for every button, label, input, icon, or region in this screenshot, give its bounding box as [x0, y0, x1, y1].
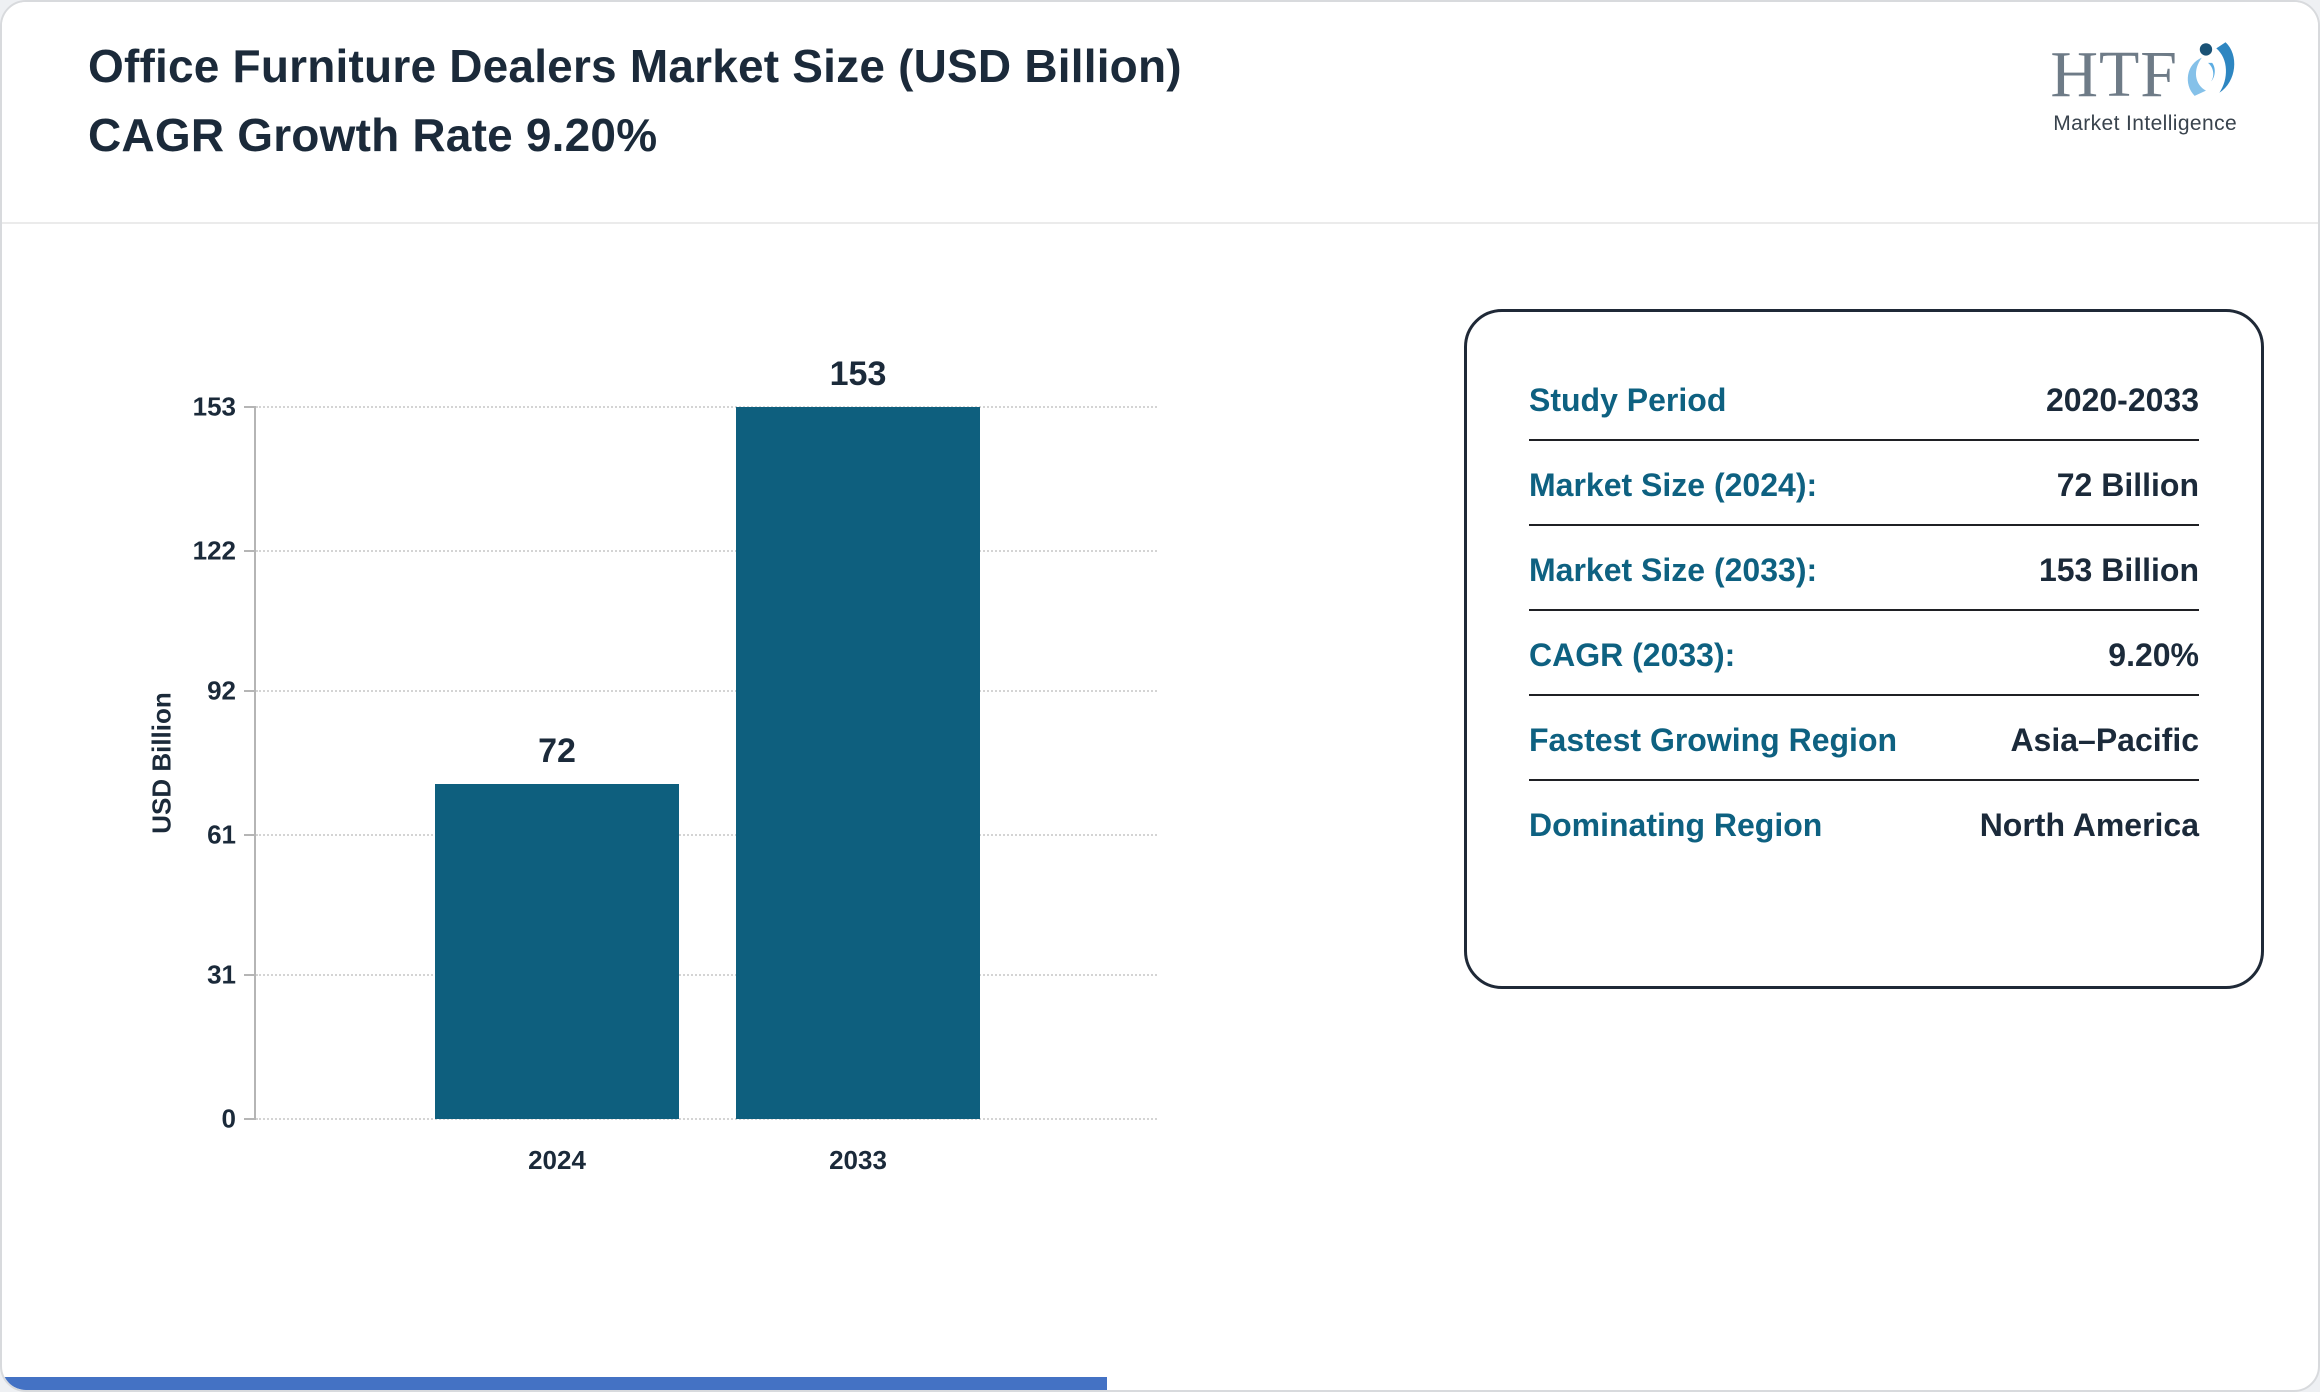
gridline	[256, 550, 1157, 553]
y-axis-tick-label: 0	[221, 1103, 236, 1134]
y-axis-tick-label: 31	[207, 959, 236, 990]
info-row-value: 153 Billion	[2038, 552, 2199, 588]
page-title: Office Furniture Dealers Market Size (US…	[88, 40, 1182, 161]
info-row-label: Study Period	[1529, 382, 1727, 418]
bar-2024	[435, 783, 679, 1119]
info-row: Fastest Growing Region Asia–Pacific	[1529, 696, 2199, 781]
htf-logo-swirl-icon	[2174, 36, 2240, 107]
htf-logo-subtext: Market Intelligence	[2053, 112, 2238, 135]
htf-logo: HTF Market Intelligence	[2050, 42, 2240, 136]
htf-logo-text: HTF	[2050, 38, 2178, 111]
y-axis-tick	[244, 550, 256, 553]
bar-2033	[736, 407, 980, 1119]
info-row-label: Fastest Growing Region	[1529, 722, 1898, 758]
gridline	[256, 973, 1157, 976]
y-axis-title: USD Billion	[146, 692, 177, 834]
bar-value-label: 72	[538, 731, 576, 770]
info-card: Study Period 2020-2033 Market Size (2024):…	[1464, 309, 2264, 989]
gridline	[256, 1118, 1157, 1120]
y-axis-tick-label: 92	[207, 675, 236, 706]
y-axis-tick-label: 61	[207, 819, 236, 850]
gridline	[256, 406, 1157, 408]
info-row: Market Size (2033): 153 Billion	[1529, 526, 2199, 611]
info-row-label: Market Size (2033):	[1529, 552, 1818, 588]
info-row-label: CAGR (2033):	[1529, 637, 1736, 673]
plot-area: 0 31 61 92 122 153 72 2024 153 2033	[193, 355, 1157, 1175]
info-row-value: 72 Billion	[2056, 467, 2199, 503]
info-row-label: Market Size (2024):	[1529, 467, 1818, 503]
info-row-value: 9.20%	[2108, 637, 2199, 673]
gridline	[256, 689, 1157, 692]
x-axis-label: 2033	[829, 1145, 887, 1175]
info-row: Market Size (2024): 72 Billion	[1529, 441, 2199, 526]
info-row-label: Dominating Region	[1529, 807, 1823, 843]
y-axis-tick	[244, 973, 256, 976]
htf-logo-top: HTF	[2050, 42, 2240, 108]
info-row-value: 2020-2033	[2045, 382, 2199, 418]
info-row: Dominating Region North America	[1529, 781, 2199, 864]
header: Office Furniture Dealers Market Size (US…	[2, 2, 2318, 224]
y-axis-tick-label: 153	[192, 391, 236, 422]
bar-value-label: 153	[829, 355, 887, 393]
footer-accent-bar	[2, 1377, 1107, 1390]
gridline	[256, 834, 1157, 837]
y-axis-tick	[244, 689, 256, 692]
info-row-value: Asia–Pacific	[2010, 722, 2199, 758]
info-row: Study Period 2020-2033	[1529, 356, 2199, 441]
y-axis-tick	[244, 1118, 256, 1120]
y-axis-tick-label: 122	[192, 535, 236, 566]
info-row-value: North America	[1979, 807, 2199, 843]
info-card-rows: Study Period 2020-2033 Market Size (2024):…	[1529, 356, 2199, 864]
y-axis-tick	[244, 406, 256, 408]
x-axis-label: 2024	[528, 1145, 586, 1175]
y-axis-tick	[244, 834, 256, 837]
info-row: CAGR (2033): 9.20%	[1529, 611, 2199, 696]
